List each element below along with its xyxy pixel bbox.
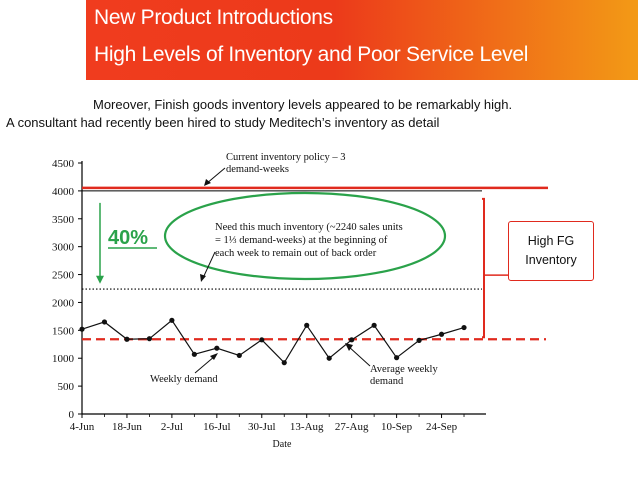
x-tick-label: 24-Sep bbox=[426, 421, 458, 433]
average-demand-label-line2: demand bbox=[370, 376, 404, 387]
callout-line2: Inventory bbox=[525, 253, 577, 267]
weekly-demand-label: Weekly demand bbox=[150, 374, 218, 385]
title-banner: New Product Introductions High Levels of… bbox=[86, 0, 638, 80]
series-group bbox=[79, 317, 467, 366]
policy-annotation-arrowhead bbox=[204, 179, 211, 186]
x-tick-label: 2-Jul bbox=[161, 421, 183, 433]
weekly-demand-point bbox=[169, 317, 175, 323]
intro-text-line2: A consultant had recently been hired to … bbox=[6, 115, 440, 130]
y-tick-label: 1000 bbox=[52, 353, 75, 365]
weekly-demand-point bbox=[416, 337, 422, 343]
y-tick-label: 4500 bbox=[52, 158, 75, 170]
weekly-demand-point bbox=[236, 352, 242, 359]
chart-axes bbox=[78, 161, 486, 418]
y-tick-labels: 0 500 1000 1500 2000 2500 3000 3500 4000 4500 bbox=[52, 158, 75, 421]
weekly-demand-point bbox=[191, 351, 197, 357]
weekly-demand-point bbox=[461, 324, 467, 331]
page-subtitle: High Levels of Inventory and Poor Servic… bbox=[94, 43, 529, 66]
percent-label: 40% bbox=[108, 227, 148, 249]
x-tick-label: 10-Sep bbox=[381, 421, 413, 433]
weekly-demand-line bbox=[81, 319, 465, 364]
need-annotation-line1: Need this much inventory (~2240 sales un… bbox=[215, 222, 403, 233]
reduction-arrow-head bbox=[96, 275, 104, 284]
y-tick-label: 500 bbox=[58, 381, 75, 393]
weekly-demand-point bbox=[394, 355, 400, 361]
x-tick-label: 18-Jun bbox=[112, 421, 142, 433]
callout-line1: High FG bbox=[527, 234, 575, 248]
weekly-demand-point bbox=[214, 345, 220, 351]
need-annotation-arrowhead bbox=[200, 274, 206, 282]
need-annotation-pointer bbox=[202, 251, 216, 279]
reference-lines bbox=[82, 186, 548, 341]
weekly-demand-point bbox=[438, 331, 445, 337]
annotations: 40% Current inventory policy – 3demand-we… bbox=[96, 152, 447, 387]
average-demand-label-line1: Average weekly bbox=[370, 364, 438, 375]
weekly-demand-point bbox=[304, 322, 310, 328]
inventory-bracket bbox=[482, 197, 485, 339]
x-tick-label: 27-Aug bbox=[335, 421, 369, 433]
x-tick-label: 13-Aug bbox=[290, 421, 324, 433]
y-tick-label: 2500 bbox=[52, 270, 75, 282]
policy-annotation-line2: demand-weeks bbox=[226, 164, 289, 175]
y-tick-label: 1500 bbox=[52, 325, 75, 337]
need-annotation-line2: = 1⅓ demand-weeks) at the beginning of bbox=[215, 235, 388, 246]
x-tick-label: 16-Jul bbox=[203, 421, 231, 433]
x-tick-label: 30-Jul bbox=[248, 421, 276, 433]
y-tick-label: 3000 bbox=[52, 242, 75, 254]
weekly-demand-arrowhead bbox=[210, 353, 218, 360]
high-fg-inventory-callout: High FG Inventory bbox=[508, 221, 594, 281]
weekly-demand-point bbox=[371, 322, 377, 328]
y-tick-label: 3500 bbox=[52, 214, 75, 226]
policy-annotation-line1: Current inventory policy – 3 bbox=[226, 152, 346, 163]
weekly-demand-point bbox=[124, 336, 130, 342]
need-annotation-line3: each week to remain out of back order bbox=[215, 248, 377, 259]
x-tick-label: 4-Jun bbox=[70, 421, 95, 433]
average-demand-arrowhead bbox=[345, 343, 353, 351]
average-demand-pointer bbox=[347, 345, 371, 367]
weekly-demand-point bbox=[259, 337, 265, 343]
weekly-demand-point bbox=[146, 336, 153, 342]
weekly-demand-point bbox=[326, 355, 332, 361]
policy-annotation-pointer bbox=[205, 167, 226, 185]
x-axis-label: Date bbox=[273, 439, 292, 450]
weekly-demand-point bbox=[281, 360, 287, 366]
y-tick-label: 2000 bbox=[52, 297, 75, 309]
inventory-chart: 0 500 1000 1500 2000 2500 3000 3500 4000 4500 4-J… bbox=[52, 152, 548, 450]
need-annotation-ellipse bbox=[163, 191, 447, 281]
intro-text-line1: Moreover, Finish goods inventory levels … bbox=[93, 97, 513, 112]
y-tick-label: 4000 bbox=[52, 186, 75, 198]
weekly-demand-point bbox=[349, 337, 355, 343]
weekly-demand-pointer bbox=[194, 355, 216, 374]
y-tick-label: 0 bbox=[69, 409, 75, 421]
weekly-demand-point bbox=[79, 326, 85, 332]
weekly-demand-point bbox=[101, 319, 108, 325]
page-title: New Product Introductions bbox=[94, 6, 333, 29]
x-tick-labels: 4-Jun 18-Jun 2-Jul 16-Jul 30-Jul 13-Aug 27-Aug… bbox=[70, 421, 458, 450]
